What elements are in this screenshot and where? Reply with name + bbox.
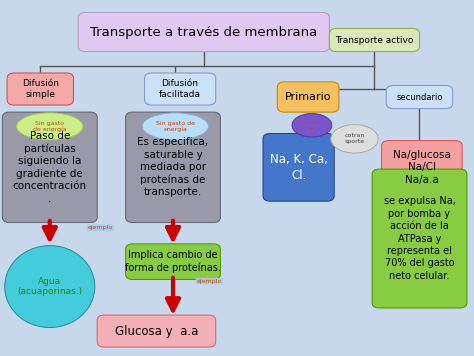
FancyBboxPatch shape <box>7 73 73 105</box>
FancyBboxPatch shape <box>2 112 97 222</box>
FancyBboxPatch shape <box>329 28 419 52</box>
Text: se expulsa Na,
por bomba y
acción de la
ATPasa y
representa el
70% del gasto
net: se expulsa Na, por bomba y acción de la … <box>383 196 456 281</box>
Text: cotran
sporte: cotran sporte <box>345 134 365 144</box>
Ellipse shape <box>142 113 209 140</box>
Text: ejemplo: ejemplo <box>197 279 222 284</box>
FancyBboxPatch shape <box>97 315 216 347</box>
Ellipse shape <box>17 113 83 140</box>
Ellipse shape <box>331 125 378 153</box>
Text: Difusión
facilitada: Difusión facilitada <box>159 79 201 99</box>
FancyBboxPatch shape <box>263 134 334 201</box>
Text: Paso de
partículas
siguiendo la
gradiente de
concentración
.: Paso de partículas siguiendo la gradient… <box>13 131 87 204</box>
Text: Transporte a través de membrana: Transporte a través de membrana <box>90 26 318 38</box>
Text: Implica cambio de
forma de proteínas.: Implica cambio de forma de proteínas. <box>125 250 221 273</box>
Text: Glucosa y  a.a: Glucosa y a.a <box>115 325 198 337</box>
FancyBboxPatch shape <box>277 82 339 112</box>
Text: Transporte activo: Transporte activo <box>335 36 414 44</box>
Text: Sin gasto de
energía: Sin gasto de energía <box>156 121 195 132</box>
FancyBboxPatch shape <box>78 12 329 52</box>
Ellipse shape <box>292 114 332 137</box>
Text: Difusión
simple: Difusión simple <box>22 79 59 99</box>
Text: Na, K, Ca,
Cl.: Na, K, Ca, Cl. <box>270 153 328 182</box>
Text: secundario: secundario <box>396 93 443 101</box>
FancyBboxPatch shape <box>386 85 453 109</box>
Text: Na/glucosa
Na/Cl
Na/a.a: Na/glucosa Na/Cl Na/a.a <box>393 150 451 185</box>
Text: Es especifica,
saturable y
mediada por
proteínas de
transporte.: Es especifica, saturable y mediada por p… <box>137 137 209 198</box>
FancyBboxPatch shape <box>126 244 220 279</box>
Text: Sin gasto
de energía: Sin gasto de energía <box>33 121 67 132</box>
FancyBboxPatch shape <box>145 73 216 105</box>
FancyBboxPatch shape <box>382 141 462 194</box>
Text: ejemplo: ejemplo <box>88 225 113 230</box>
FancyBboxPatch shape <box>372 169 467 308</box>
Ellipse shape <box>5 246 95 328</box>
Text: transpor
te: transpor te <box>300 120 324 131</box>
Text: Primario: Primario <box>285 92 331 102</box>
Text: Agua
(acuaporinas.): Agua (acuaporinas.) <box>17 277 82 296</box>
FancyBboxPatch shape <box>126 112 220 222</box>
